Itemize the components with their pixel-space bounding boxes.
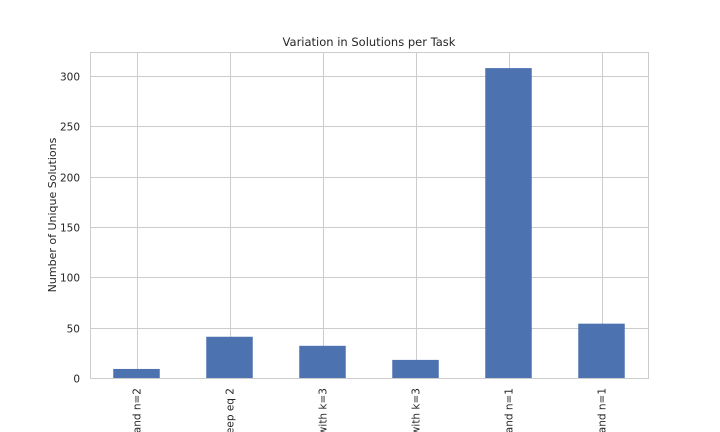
y-tick-label: 200 — [60, 173, 80, 185]
x-tick-label: and n=1 — [504, 388, 516, 432]
x-tick-labels: and n=2 eep eq 2 with k=3 with k=3 and n=1 , … — [132, 388, 609, 432]
y-tick-label: 300 — [60, 72, 80, 84]
y-tick-labels: 0 50 100 150 200 250 300 — [60, 72, 80, 386]
x-tick-label: and n=2 — [132, 388, 144, 432]
bar — [578, 323, 625, 378]
bar — [392, 359, 439, 378]
x-tick-label: with k=3 — [411, 388, 423, 432]
y-tick-label: 0 — [73, 374, 80, 386]
y-tick-label: 150 — [60, 223, 80, 235]
bar — [206, 336, 253, 378]
x-tick-label: with k=3 — [318, 388, 330, 432]
bars — [113, 68, 625, 379]
y-tick-label: 250 — [60, 122, 80, 134]
y-axis-label: Number of Unique Solutions — [46, 137, 59, 292]
bar — [299, 345, 346, 378]
bar — [485, 68, 532, 379]
bar — [113, 368, 160, 378]
y-tick-label: 50 — [67, 324, 80, 336]
grid-lines — [90, 52, 648, 379]
chart-title: Variation in Solutions per Task — [283, 35, 456, 49]
x-tick-label: eep eq 2 — [225, 388, 237, 432]
x-tick-label: , and n=1 — [597, 388, 609, 432]
plot-frame — [90, 52, 649, 379]
y-tick-label: 100 — [60, 273, 80, 285]
